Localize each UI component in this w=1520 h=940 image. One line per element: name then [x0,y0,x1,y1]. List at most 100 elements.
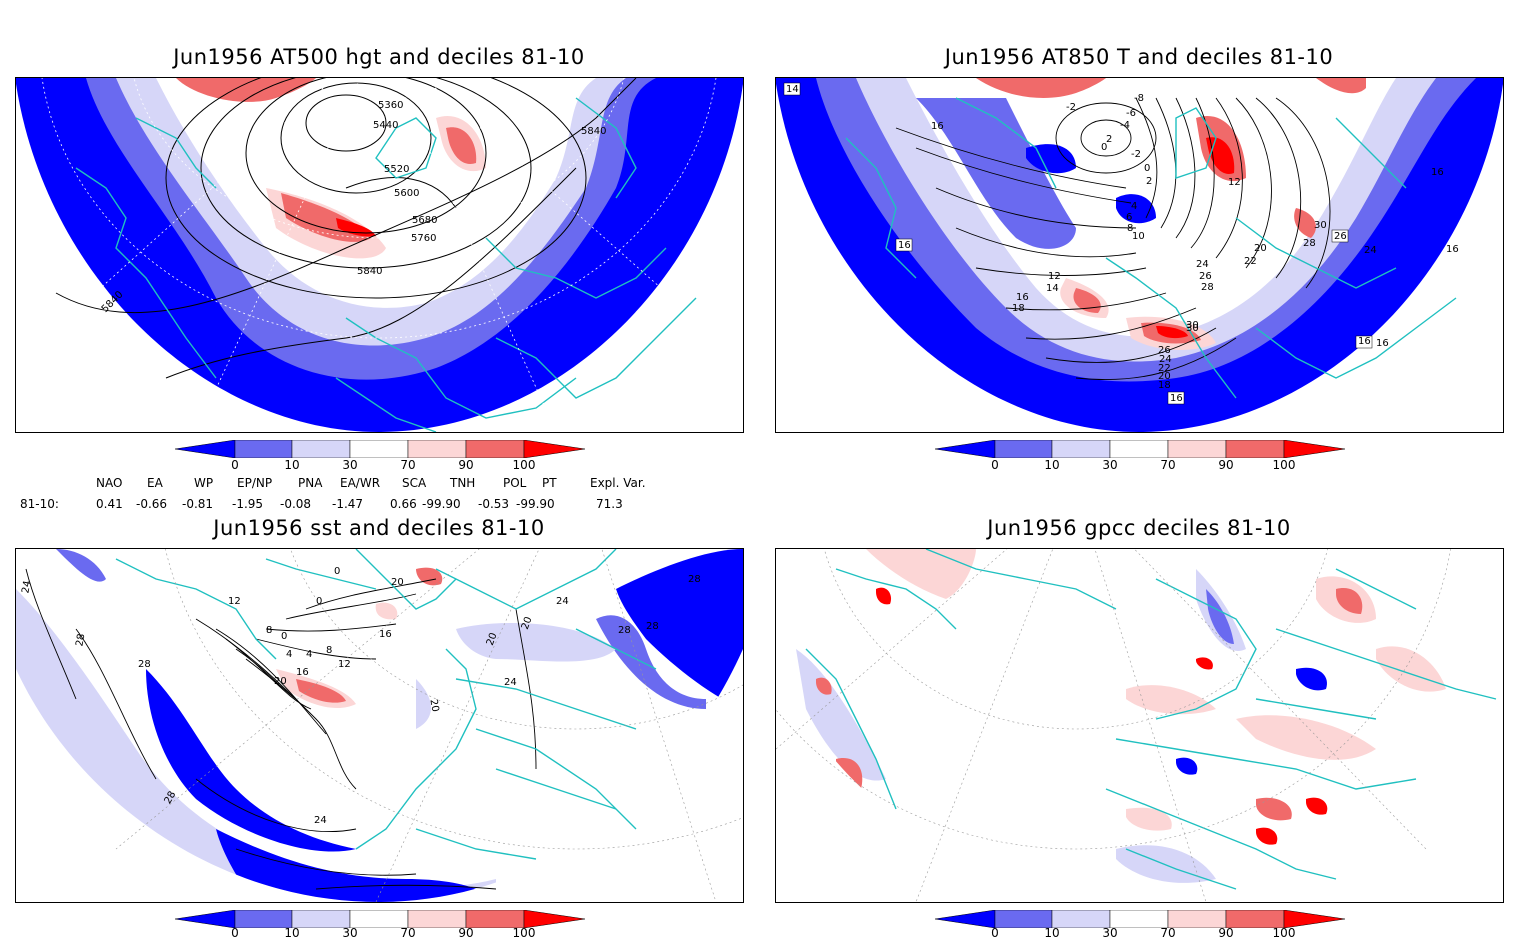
contour-label: 4 [1131,201,1137,212]
contour-label: 28 [646,621,659,632]
colorbar-swatch [407,439,467,459]
contour-label: 16 [1016,292,1029,303]
contour-label: 6 [1126,212,1132,223]
contour-label: 30 [1186,323,1199,334]
contour-label: -2 [1131,149,1141,160]
t850-map-panel: 14 16 16 16 16 -2 -8 -6 -4 2 -2 0 0 2 4 … [775,77,1504,433]
contour-label: 10 [1132,231,1145,242]
colorbar-arrow-low [174,439,236,459]
colorbar-swatch [1109,439,1169,459]
contour-label: 12 [1228,177,1241,188]
colorbar-arrow-low [934,439,996,459]
index-value-nao: 0.41 [96,497,123,511]
contour-label: 18 [1012,303,1025,314]
colorbar-swatch [1109,909,1169,929]
z500-colorbar: 0 10 30 70 90 100 [174,439,586,478]
contour-label: 16 [898,240,911,251]
index-header-nao: NAO [96,476,123,490]
contour-label: 20 [1254,243,1267,254]
contour-label: 5600 [394,188,419,199]
colorbar-label: 90 [1218,458,1234,472]
colorbar-arrow-high [1283,909,1346,929]
colorbar-swatches [934,909,1346,929]
colorbar-label: 10 [284,458,300,472]
colorbar-label: 70 [1160,458,1176,472]
contour-label: 0 [1101,142,1107,153]
colorbar-swatch [1051,439,1111,459]
index-header-pol: POL [503,476,527,490]
contour-label: 5680 [412,215,437,226]
contour-label: 20 [427,698,440,712]
contour-label: 16 [1358,336,1371,347]
colorbar-swatch [349,909,409,929]
colorbar-label: 90 [1218,926,1234,940]
colorbar-swatch [465,439,525,459]
index-header-pt: PT [542,476,557,490]
contour-label: 22 [1158,363,1171,374]
z500-map-panel: 5360 5440 5520 5600 5680 5760 5840 5840 … [15,77,744,433]
contour-label: 20 [274,676,287,687]
gpcc-colorbar: 0 10 30 70 90 100 [934,909,1346,940]
colorbar-label: 10 [284,926,300,940]
index-value-eawr: -1.47 [332,497,364,511]
contour-label: 4 [286,649,292,660]
colorbar-swatch [1051,909,1111,929]
contour-label: 16 [1431,167,1444,178]
contour-label: 16 [296,667,309,678]
colorbar-swatch [234,439,293,459]
index-header-eawr: EA/WR [340,476,381,490]
colorbar-label: 90 [458,926,474,940]
index-header-ea: EA [147,476,163,490]
colorbar-label: 70 [1160,926,1176,940]
contour-label: 24 [1196,259,1209,270]
contour-label: 30 [1314,220,1327,231]
contour-label: -2 [1066,102,1076,113]
colorbar-label: 100 [512,926,536,940]
colorbar-arrow-low [174,909,236,929]
colorbar-label: 0 [231,458,239,472]
contour-label: 14 [786,84,799,95]
contour-label: 12 [228,596,241,607]
index-value-tnh: -99.90 [422,497,461,511]
index-value-epnp: -1.95 [232,497,264,511]
contour-label: 2 [1106,134,1112,145]
index-header-wp: WP [194,476,214,490]
index-value-pt: -99.90 [516,497,555,511]
contour-label: 0 [281,631,287,642]
contour-label: 24 [314,815,327,826]
contour-label: 30 [1186,320,1199,331]
contour-label: 20 [485,631,500,647]
z500-panel-title: Jun1956 AT500 hgt and deciles 81-10 [173,45,585,69]
colorbar-swatches [174,439,586,459]
contour-label: 0 [334,566,340,577]
contour-label: 4 [306,649,312,660]
contour-label: 22 [1244,256,1257,267]
colorbar-label: 70 [400,458,416,472]
contour-label: 5360 [378,100,403,111]
colorbar-label: 90 [458,458,474,472]
colorbar-label: 0 [991,926,999,940]
colorbar-arrow-high [523,909,586,929]
contour-label: 26 [1334,231,1347,242]
index-header-epnp: EP/NP [237,476,273,490]
gpcc-panel-title: Jun1956 gpcc deciles 81-10 [987,516,1291,540]
contour-label: 5440 [373,120,398,131]
colorbar-label: 0 [231,926,239,940]
sst-colorbar: 0 10 30 70 90 100 [174,909,586,940]
contour-label: 8 [326,645,332,656]
index-header-tnh: TNH [450,476,476,490]
index-value-expl-var: 71.3 [596,497,623,511]
colorbar-label: 100 [1272,458,1296,472]
contour-label: 18 [1158,380,1171,391]
contour-label: 16 [379,629,392,640]
sst-map: 24 28 28 12 8 4 0 16 20 4 8 12 16 0 0 20… [16,549,743,902]
colorbar-swatches [934,439,1346,459]
colorbar-label: 30 [1102,458,1118,472]
t850-map: 14 16 16 16 16 -2 -8 -6 -4 2 -2 0 0 2 4 … [776,78,1503,432]
gpcc-map-panel [775,548,1504,903]
colorbar-swatch [1167,909,1227,929]
sst-panel-title: Jun1956 sst and deciles 81-10 [213,516,545,540]
contour-label: 16 [1170,393,1183,404]
contour-label: 28 [618,625,631,636]
contour-label: 26 [1199,271,1212,282]
